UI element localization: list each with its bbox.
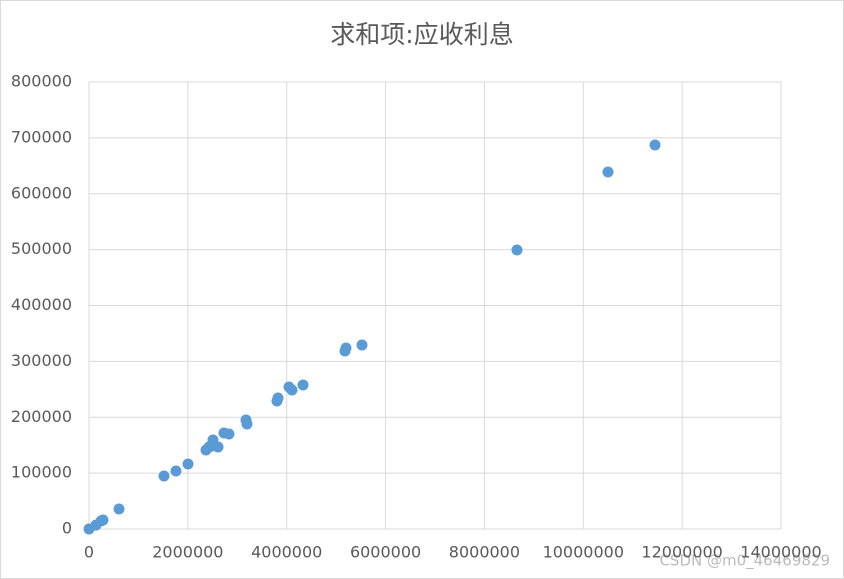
y-tick-label: 500000 [11, 239, 72, 258]
chart-title: 求和项:应收利息 [330, 20, 513, 49]
y-tick-label: 400000 [11, 295, 72, 314]
point [272, 392, 284, 404]
y-tick-label: 700000 [11, 127, 72, 146]
x-tick-label: 0 [84, 543, 94, 562]
y-tick-label: 600000 [11, 183, 72, 202]
point [182, 458, 194, 470]
x-tick-label: 10000000 [543, 543, 624, 562]
x-tick-label: 14000000 [740, 543, 821, 562]
y-tick-label: 100000 [11, 463, 72, 482]
point [297, 379, 309, 391]
point [356, 339, 368, 351]
point [212, 441, 224, 453]
point [97, 514, 109, 526]
x-tick-label: 2000000 [152, 543, 223, 562]
y-tick-label: 200000 [11, 407, 72, 426]
x-tick-label: 12000000 [641, 543, 722, 562]
watermark: CSDN @m0_46469829 [659, 552, 830, 571]
y-tick-label: 0 [62, 519, 72, 538]
point [340, 342, 352, 354]
point [511, 244, 523, 256]
point [223, 428, 235, 440]
x-tick-label: 6000000 [350, 543, 421, 562]
point [158, 470, 170, 482]
y-tick-label: 300000 [11, 351, 72, 370]
point [649, 139, 661, 151]
y-tick-label: 800000 [11, 72, 72, 91]
point [602, 166, 614, 178]
x-tick-label: 8000000 [449, 543, 520, 562]
point [170, 465, 182, 477]
point [113, 503, 125, 515]
point [286, 384, 298, 396]
x-tick-label: 4000000 [251, 543, 322, 562]
point [241, 418, 253, 430]
